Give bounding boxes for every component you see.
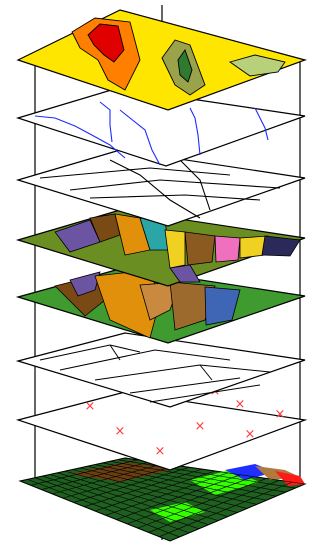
soil-brown-2	[184, 231, 216, 266]
elevation-red	[87, 23, 125, 63]
layer-parcels	[15, 332, 306, 408]
grid-line	[109, 460, 286, 493]
sample-point-marker: ×	[275, 407, 286, 422]
geology-unit-blue	[204, 286, 241, 326]
sample-point-marker: ×	[155, 444, 166, 459]
hydrography-plane	[15, 87, 306, 167]
grid-line	[159, 481, 293, 537]
geology-unit-purple	[69, 271, 101, 297]
layer-soils	[15, 209, 306, 287]
grid-line	[94, 470, 216, 512]
layer-sample-points: ×××××××××	[15, 384, 308, 471]
elevation-dark	[177, 49, 193, 83]
soil-navy	[261, 235, 301, 257]
roads-plane	[15, 149, 306, 227]
grid-line	[148, 480, 280, 533]
grid-line	[117, 459, 296, 489]
grid-line	[87, 465, 257, 505]
layer-hydrography	[15, 87, 306, 167]
grid-line	[105, 472, 228, 516]
grid-line	[102, 462, 277, 497]
grid-line	[116, 474, 241, 520]
layer-geology	[15, 267, 306, 344]
grid-line	[94, 464, 267, 501]
grid-line	[127, 476, 254, 525]
sample-point-marker: ×	[245, 427, 256, 442]
raster-grid-lines	[19, 457, 306, 542]
layer-roads	[15, 149, 306, 227]
sample-point-marker: ×	[235, 397, 246, 412]
soil-yellow	[164, 229, 186, 269]
layer-elevation-contours	[16, 9, 307, 111]
soil-pink	[214, 235, 241, 263]
grid-line	[137, 478, 267, 529]
grid-line	[79, 467, 248, 509]
sample-points-plane	[15, 391, 308, 471]
soil-purple-2	[169, 264, 201, 283]
parcel-boundaries	[39, 344, 271, 403]
sample-point-marker: ×	[115, 424, 126, 439]
layer-raster-grid	[18, 457, 307, 542]
road-lines	[39, 159, 281, 219]
elevation-light	[228, 54, 286, 77]
sample-point-marker: ×	[195, 419, 206, 434]
sample-point-marker: ×	[85, 399, 96, 414]
grid-line	[169, 483, 306, 542]
raster-brown-patch	[70, 462, 175, 482]
stream-network	[34, 101, 269, 166]
raster-red-patch	[275, 471, 305, 486]
geology-unit-brown-2	[169, 281, 216, 331]
